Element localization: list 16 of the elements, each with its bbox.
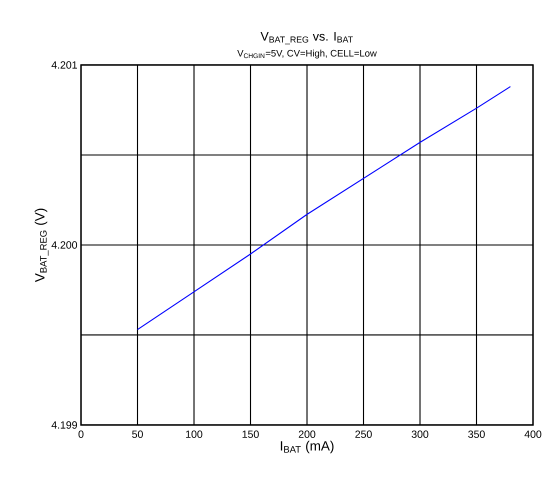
x-tick-label: 300 xyxy=(412,430,428,438)
y-tick-label: 4.201 xyxy=(52,61,77,69)
y-tick-label: 4.200 xyxy=(52,241,78,249)
x-tick-label: 400 xyxy=(524,430,542,438)
x-tick-label: 0 xyxy=(78,430,84,438)
y-axis-title: V$_{BAT_REG}$ (V) xyxy=(34,208,48,282)
x-tick-label: 150 xyxy=(242,430,259,438)
x-tick-label: 250 xyxy=(355,430,372,438)
chart-title: V$_{BAT_REG}$ vs. I$_{BAT}$ xyxy=(260,32,353,44)
chart-subtitle: V$_{CHGIN}$=5V, CV=High, CELL=Low xyxy=(237,50,377,58)
x-tick-label: 100 xyxy=(186,430,202,438)
x-tick-label: 50 xyxy=(132,430,143,438)
x-axis-title: I$_{BAT}$ (mA) xyxy=(280,440,334,454)
y-tick-label: 4.199 xyxy=(52,421,77,429)
x-tick-label: 350 xyxy=(468,430,485,438)
x-tick-label: 200 xyxy=(298,430,316,438)
